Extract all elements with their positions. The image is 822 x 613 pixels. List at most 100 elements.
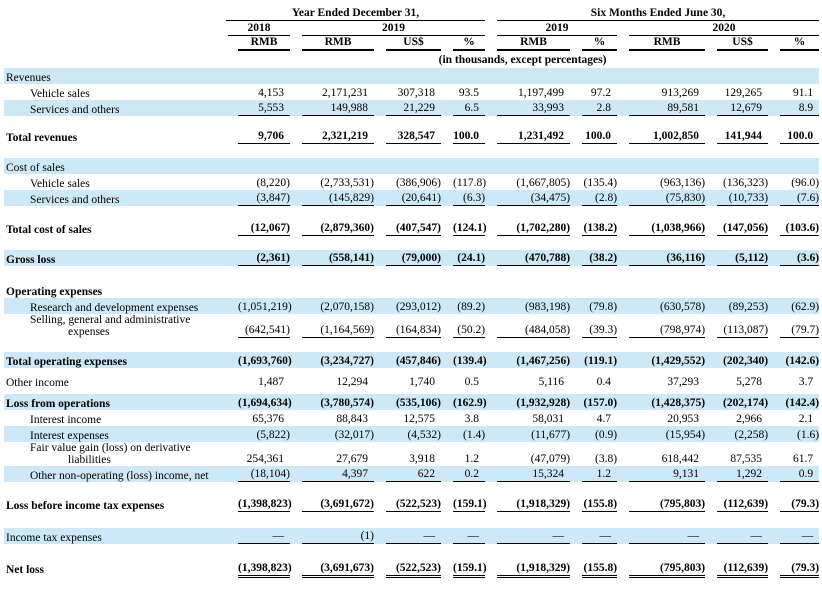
- spacer-row: [4, 116, 820, 128]
- cell-value-text: (1,164,569): [320, 324, 374, 336]
- cell-value: (2,733,531): [290, 174, 374, 190]
- cell-value: (157.0): [570, 394, 618, 410]
- cell-value: (3,691,673): [290, 560, 374, 578]
- cell-value-text: 913,269: [661, 87, 700, 99]
- spacer-row: [4, 482, 820, 496]
- cell-value: (164,834): [374, 314, 441, 338]
- cell-value: 913,269: [617, 84, 705, 100]
- cell-value-text: (1,918,329): [516, 498, 571, 510]
- cell-value-text: 27,679: [336, 453, 368, 465]
- cell-value-text: 5,278: [736, 376, 763, 388]
- row-label: Income tax expenses: [4, 528, 226, 544]
- cell-value: (1,702,280): [485, 220, 571, 236]
- cell-value-text: 1,740: [409, 376, 435, 388]
- row-label: Interest income: [30, 414, 102, 426]
- cell-value: (79.7): [768, 314, 820, 338]
- cell-value: 2,171,231: [290, 84, 374, 100]
- spacer-cell: [4, 338, 820, 352]
- cell-value: 3.8: [441, 410, 485, 426]
- currency-header-label: RMB: [302, 36, 374, 51]
- row-label: Research and development expenses: [4, 298, 226, 314]
- row-label: Services and others: [4, 100, 226, 116]
- cell-value-text: 2.1: [798, 413, 814, 425]
- cell-value-text: 88,843: [336, 413, 368, 425]
- cell-value: (112,639): [705, 560, 769, 578]
- cell-value: 93.5: [441, 84, 485, 100]
- cell-value: (3,780,574): [290, 394, 374, 410]
- cell-value-text: (12,067): [250, 222, 290, 234]
- cell-value-text: (202,340): [722, 355, 769, 367]
- cell-value: (18,104): [226, 466, 290, 482]
- spacer-row: [4, 544, 820, 560]
- cell-value: 8.9: [768, 100, 820, 116]
- table-row: Income tax expenses — (1) — — — — — — —: [4, 528, 820, 544]
- cell-value: (642,541): [226, 314, 290, 338]
- currency-header-label: US$: [386, 36, 441, 51]
- row-label: Total operating expenses: [4, 352, 226, 368]
- cell-value-text: (1,429,552): [651, 355, 706, 367]
- cell-value-text: (155.8): [583, 562, 618, 574]
- cell-value-text: (386,906): [395, 177, 441, 189]
- cell-value: (11,677): [485, 426, 571, 442]
- cell-value-text: (79.3): [791, 562, 820, 574]
- income-statement-table: Year Ended December 31, Six Months Ended…: [4, 6, 820, 578]
- cell-value: 37,293: [617, 373, 705, 389]
- cell-value-text: —: [687, 530, 700, 542]
- cell-value: —: [705, 528, 769, 544]
- cell-value-text: (3,234,727): [320, 355, 374, 367]
- cell-value-text: (18,104): [250, 468, 290, 480]
- cell-value: (6.3): [441, 190, 486, 206]
- row-label: Revenues: [4, 68, 226, 84]
- cell-value: (34,475): [485, 190, 571, 206]
- cell-value-text: 3.7: [798, 376, 814, 388]
- cell-value-text: 15,324: [532, 468, 565, 480]
- spacer-cell: [4, 368, 820, 373]
- cell-value-text: 2,321,219: [322, 130, 368, 142]
- cell-value: (15,954): [617, 426, 706, 442]
- cell-value-text: 149,988: [330, 102, 368, 114]
- row-label-line1: Fair value gain (loss) on derivative: [30, 442, 191, 454]
- cell-value: 5,278: [705, 373, 768, 389]
- cell-value-text: 1,197,499: [518, 87, 565, 99]
- cell-value-text: 12,679: [730, 102, 763, 114]
- cell-value-text: —: [552, 530, 565, 542]
- cell-value: (1,428,375): [617, 394, 706, 410]
- cell-value: 4,397: [290, 466, 374, 482]
- cell-value: (1.4): [441, 426, 486, 442]
- cell-value: (147,056): [705, 220, 769, 236]
- cell-value: 9,131: [617, 466, 706, 482]
- cell-value: 0.2: [441, 466, 486, 482]
- cell-value-text: 3,918: [409, 453, 435, 465]
- cell-value-text: 100.0: [453, 130, 480, 142]
- cell-value: 27,679: [290, 442, 374, 466]
- row-label-line2: liabilities: [68, 454, 111, 466]
- cell-value: 15,324: [485, 466, 571, 482]
- table-row: Total cost of sales (12,067) (2,879,360) (4…: [4, 220, 820, 236]
- cell-value: (522,523): [374, 560, 441, 578]
- cell-value: 1.2: [570, 466, 618, 482]
- cell-value: (1): [290, 528, 374, 544]
- cell-value: (798,974): [617, 314, 706, 338]
- cell-value-text: (1,398,823): [238, 498, 292, 510]
- cell-value-text: (470,788): [524, 252, 571, 264]
- cell-value-text: (1,693,760): [238, 355, 292, 367]
- cell-value-text: (117.8): [453, 177, 487, 189]
- column-group-year-ended: Year Ended December 31,: [226, 6, 486, 21]
- cell-value: (8,220): [226, 174, 290, 190]
- table-row: Other non-operating (loss) income, net (1…: [4, 466, 820, 482]
- cell-value: (138.2): [570, 220, 618, 236]
- cell-value-text: (2,733,531): [320, 177, 374, 189]
- cell-value: 618,442: [617, 442, 705, 466]
- cell-value: (558,141): [290, 250, 374, 266]
- cell-value: (79.3): [768, 496, 820, 512]
- table-row: Selling, general and administrative expen…: [4, 314, 820, 338]
- column-group-year-ended-label: Year Ended December 31,: [226, 7, 486, 21]
- cell-value: (0.9): [570, 426, 618, 442]
- cell-value: (135.4): [570, 174, 617, 190]
- cell-value-text: 4,153: [258, 87, 284, 99]
- cell-value-text: (96.0): [791, 177, 820, 189]
- cell-value: 1,487: [226, 373, 290, 389]
- row-label: Vehicle sales: [30, 88, 90, 100]
- table-row: Interest income 65,376 88,843 12,575 3.8 58,0…: [4, 410, 819, 426]
- cell-value: (124.1): [441, 220, 487, 236]
